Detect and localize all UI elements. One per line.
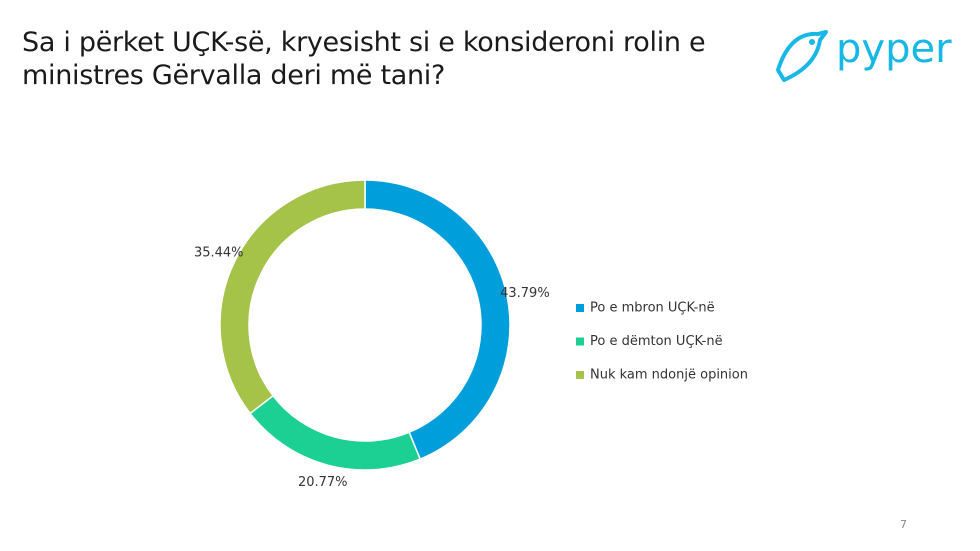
legend-swatch <box>576 337 584 346</box>
legend-swatch <box>576 371 584 379</box>
data-label: 43.79% <box>500 286 550 301</box>
donut-segment <box>249 394 422 471</box>
logo-icon <box>776 30 828 82</box>
page-number: 7 <box>900 518 907 531</box>
legend-label: Nuk kam ndonjë opinion <box>590 368 748 383</box>
legend-label: Po e dëmton UÇK-në <box>590 334 723 349</box>
data-label: 35.44% <box>194 246 244 261</box>
legend-label: Po e mbron UÇK-në <box>590 301 715 316</box>
chart-title: Sa i përket UÇK-së, kryesisht si e konsi… <box>22 27 706 91</box>
donut-segment <box>219 179 366 415</box>
donut-segment <box>364 179 511 461</box>
legend-swatch <box>576 304 584 312</box>
logo-text: pyper <box>836 26 952 72</box>
data-label: 20.77% <box>298 475 348 490</box>
